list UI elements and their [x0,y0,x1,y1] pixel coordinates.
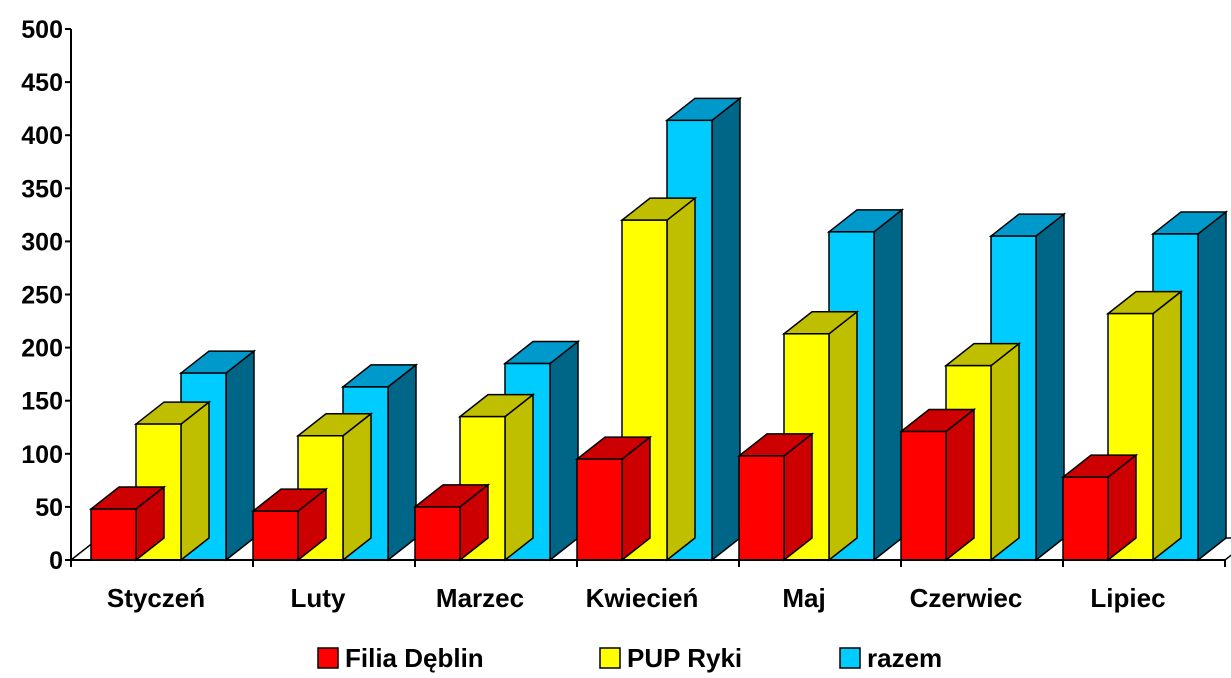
legend-label: Filia Dęblin [345,643,484,673]
bar-front [252,510,299,561]
bar-side [1152,290,1182,562]
legend-swatch [839,647,861,669]
legend-label: PUP Ryki [627,643,742,673]
y-tick-label: 150 [21,388,63,416]
y-tick-label: 300 [21,228,63,256]
y-tick-label: 50 [35,494,63,522]
bar-front [414,506,461,561]
bar-group [250,363,419,562]
bar-side [504,393,534,562]
bar [412,483,491,562]
bar-side [342,412,372,562]
bar-group [1060,210,1229,562]
bar-side [225,349,255,562]
x-tick-label: Luty [291,583,346,613]
x-tick-label: Maj [782,583,825,613]
y-tick-label: 200 [21,335,63,363]
legend-swatch [599,647,621,669]
bar-side [711,96,741,562]
bar-side [1197,210,1227,562]
bar-side [180,400,210,562]
x-tick-label: Czerwiec [910,583,1023,613]
bar-group [736,208,905,562]
y-tick-label: 450 [21,69,63,97]
y-tick-label: 400 [21,122,63,150]
bar [1060,453,1139,562]
y-tick-label: 250 [21,282,63,310]
x-tick-label: Marzec [436,583,524,613]
bar [898,407,977,562]
bar-front [738,455,785,561]
bar-side [828,310,858,562]
bar-side [549,339,579,562]
bar-side [945,407,975,562]
bar-group [412,339,581,562]
y-axis: 0 50 100 150 200 250 300 350 400 450 500 [21,16,72,575]
x-axis: Styczeń Luty Marzec Kwiecień Maj Czerwiec Lipi… [70,559,1226,613]
bar-side [873,208,903,562]
x-tick-label: Styczeń [107,583,205,613]
bar [574,435,653,562]
bars [88,96,1229,562]
bar [88,485,167,562]
x-tick-label: Lipiec [1090,583,1165,613]
bar-group [898,212,1067,562]
y-tick-label: 500 [21,16,63,44]
y-tick-label: 350 [21,175,63,203]
bar-side [387,363,417,562]
legend-item: razem [839,643,942,673]
y-tick-label: 0 [49,547,63,575]
bar-side [666,196,696,562]
bar-front [1062,476,1109,561]
bar-front [90,508,137,561]
x-tick-label: Kwiecień [586,583,699,613]
legend-item: PUP Ryki [599,643,742,673]
bar-side [1035,212,1065,562]
legend-swatch [317,647,339,669]
bar-front [900,430,947,561]
legend-label: razem [867,643,942,673]
bar-group [88,349,257,562]
legend-item: Filia Dęblin [317,643,484,673]
y-tick-label: 100 [21,441,63,469]
bar-front [576,458,623,561]
bar-side [990,342,1020,562]
bar [736,432,815,562]
legend: Filia Dęblin PUP Ryki razem [317,643,942,673]
bar-group [574,96,743,562]
